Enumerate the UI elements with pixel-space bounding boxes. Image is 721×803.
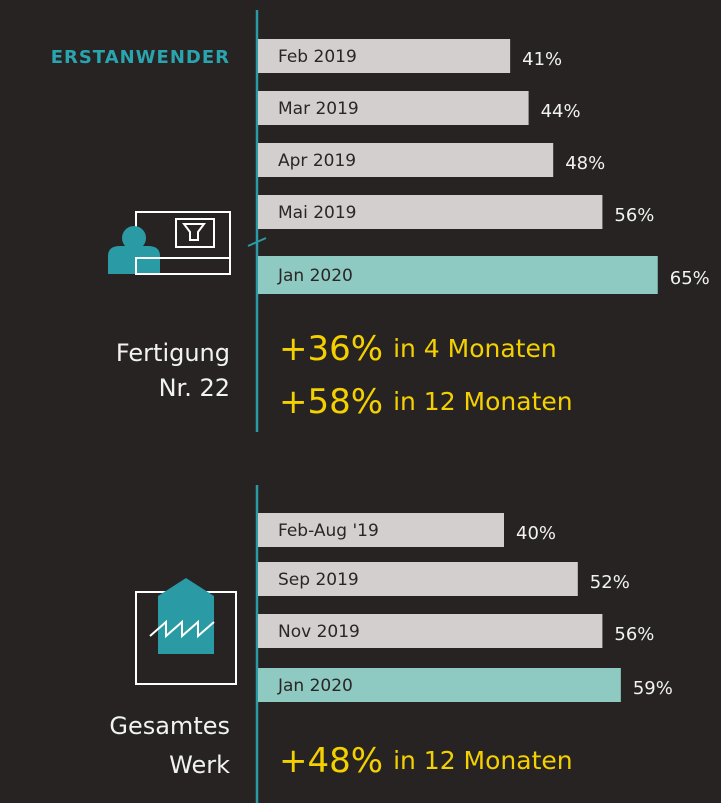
bar <box>258 195 603 229</box>
annotation: +58% in 12 Monaten <box>279 382 573 422</box>
category-label: Nov 2019 <box>278 622 360 642</box>
value-label: 59% <box>633 678 673 699</box>
category-label: Jan 2020 <box>277 266 353 286</box>
period: in 12 Monaten <box>393 746 573 775</box>
annotation: +36% in 4 Monaten <box>279 329 557 369</box>
value-label: 41% <box>522 49 562 70</box>
category-label: Sep 2019 <box>278 570 359 590</box>
value-label: 56% <box>614 205 654 226</box>
annotation: +48% in 12 Monaten <box>279 741 573 781</box>
value-label: 65% <box>670 268 710 289</box>
category-label: Feb-Aug '19 <box>278 521 379 541</box>
bar <box>258 562 578 596</box>
group-label: Nr. 22 <box>159 374 230 402</box>
category-label: Jan 2020 <box>277 676 353 696</box>
bar <box>258 91 529 125</box>
period: in 4 Monaten <box>393 334 557 363</box>
bar <box>258 614 603 648</box>
value-label: 48% <box>565 153 605 174</box>
value-label: 40% <box>516 523 556 544</box>
change: +36% <box>279 329 383 369</box>
worker-icon <box>108 211 231 275</box>
category-label: Mar 2019 <box>278 99 359 119</box>
bar <box>258 39 511 73</box>
change: +58% <box>279 382 383 422</box>
category-label: Mai 2019 <box>278 203 356 223</box>
change: +48% <box>279 741 383 781</box>
group-label: Fertigung <box>116 339 230 367</box>
connector <box>247 237 267 247</box>
bar <box>258 256 658 294</box>
value-label: 52% <box>590 572 630 593</box>
period: in 12 Monaten <box>393 387 573 416</box>
bar <box>258 143 554 177</box>
factory-icon <box>135 578 237 685</box>
bar <box>258 513 504 547</box>
category-label: Feb 2019 <box>278 47 357 67</box>
group-label: Werk <box>169 751 230 779</box>
section-title: ERSTANWENDER <box>51 47 230 68</box>
group-label: Gesamtes <box>109 712 230 740</box>
bar <box>258 668 621 702</box>
category-label: Apr 2019 <box>278 151 356 171</box>
value-label: 56% <box>614 624 654 645</box>
value-label: 44% <box>541 101 581 122</box>
